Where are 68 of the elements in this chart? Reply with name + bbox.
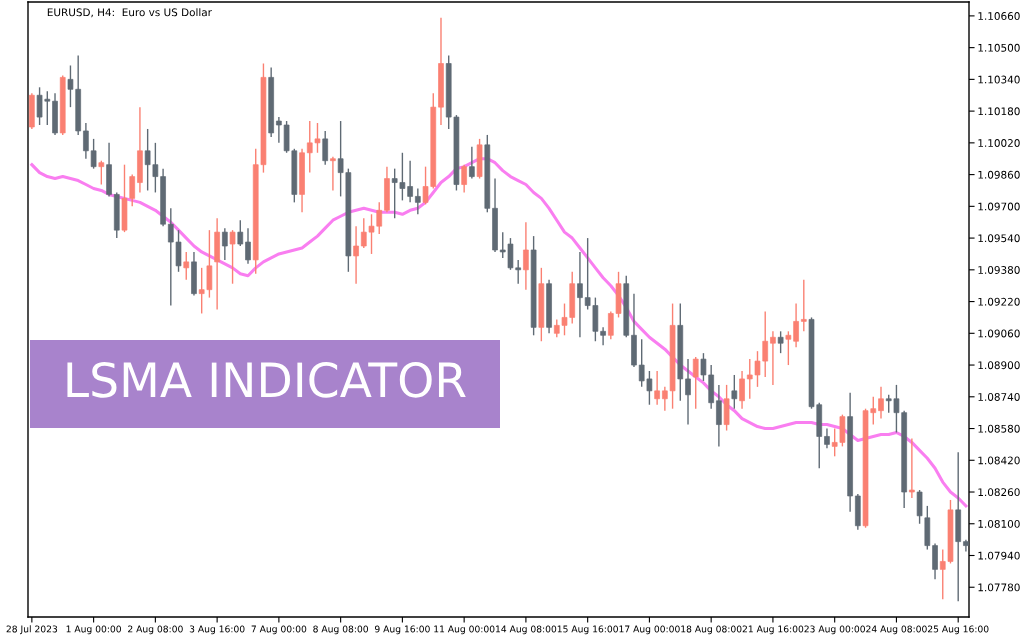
y-tick-label: 1.07780 — [978, 583, 1020, 592]
y-tick-label: 1.10180 — [978, 107, 1020, 116]
x-tick-label: 8 Aug 08:00 — [313, 625, 369, 635]
x-tick-label: 21 Aug 16:00 — [742, 625, 804, 635]
y-tick-label: 1.08580 — [978, 424, 1020, 433]
x-tick-label: 14 Aug 08:00 — [496, 625, 557, 635]
y-tick-label: 1.09700 — [978, 202, 1020, 211]
candlestick — [716, 384, 722, 448]
x-tick-label: 11 Aug 00:00 — [434, 625, 495, 635]
x-tick-label: 2 Aug 08:00 — [128, 625, 183, 635]
candlestick — [800, 279, 807, 333]
candlestick — [932, 542, 938, 581]
y-tick-label: 1.08740 — [978, 393, 1020, 401]
candlestick — [878, 386, 884, 420]
x-tick-label: 24 Aug 08:00 — [866, 625, 927, 635]
x-tick-label: 15 Aug 16:00 — [557, 625, 618, 635]
candlestick — [183, 251, 190, 281]
y-tick-label: 1.08420 — [978, 456, 1020, 465]
x-tick-label: 9 Aug 16:00 — [374, 625, 430, 635]
x-tick-label: 18 Aug 08:00 — [681, 625, 742, 635]
candlestick — [909, 437, 915, 499]
candlestick — [577, 251, 583, 338]
candlestick — [469, 146, 475, 180]
candlestick — [600, 326, 606, 346]
y-tick-label: 1.08260 — [978, 488, 1020, 497]
text: EURUSD, H4: Euro vs US Dollar — [47, 8, 212, 18]
y-tick-label: 1.09860 — [978, 170, 1020, 179]
x-tick-label: 7 Aug 00:00 — [251, 625, 307, 635]
x-tick-label: 23 Aug 00:00 — [804, 625, 865, 635]
y-tick-label: 1.08100 — [978, 519, 1020, 528]
y-tick-label: 1.10020 — [978, 139, 1020, 147]
candlestick — [245, 227, 251, 265]
y-tick-label: 1.10340 — [978, 75, 1020, 84]
candlestick — [685, 358, 691, 426]
candlestick — [415, 187, 421, 215]
candlestick — [654, 370, 660, 406]
y-tick-label: 1.09380 — [978, 266, 1020, 274]
y-tick-label: 1.10660 — [978, 12, 1020, 20]
y-tick-label: 1.09060 — [978, 329, 1020, 338]
candlestick — [222, 227, 228, 261]
x-tick-label: 1 Aug 00:00 — [66, 625, 121, 635]
candlestick — [229, 229, 236, 285]
candlestick — [523, 221, 529, 291]
candlestick — [237, 219, 244, 247]
candlestick — [692, 356, 699, 410]
y-tick-label: 1.10500 — [978, 43, 1020, 52]
y-tick-label: 1.07940 — [978, 551, 1020, 560]
annotation: LSMA INDICATOR — [67, 361, 466, 398]
candlestick — [330, 156, 336, 192]
y-tick-label: 1.09540 — [978, 234, 1020, 243]
x-tick-label: 28 Jul 2023 — [6, 625, 58, 635]
candlestick — [777, 330, 784, 354]
candlestick — [731, 374, 738, 410]
candlestick — [322, 130, 329, 166]
x-tick-label: 25 Aug 16:00 — [927, 625, 989, 635]
candlestick — [793, 302, 799, 348]
y-tick-label: 1.08900 — [978, 361, 1020, 370]
candlestick — [770, 330, 776, 386]
candlestick — [916, 489, 923, 525]
candlestick — [461, 163, 467, 194]
x-tick-label: 17 Aug 00:00 — [619, 625, 680, 635]
candlestick — [353, 225, 359, 285]
x-tick-label: 3 Aug 16:00 — [189, 625, 245, 635]
candlestick — [98, 160, 105, 186]
candlestick — [824, 427, 830, 450]
y-tick-label: 1.09220 — [978, 297, 1020, 306]
candlestick — [739, 370, 745, 410]
candlestick — [785, 330, 792, 366]
